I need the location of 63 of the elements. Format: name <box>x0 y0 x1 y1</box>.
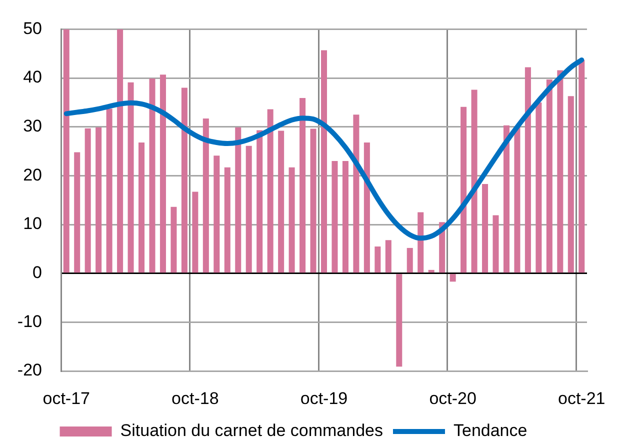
bar <box>63 29 70 273</box>
bar <box>235 127 242 273</box>
bar <box>96 127 102 273</box>
y-tick-label: -20 <box>17 360 42 380</box>
bar <box>288 167 295 273</box>
y-tick-label: 30 <box>23 116 42 136</box>
bar <box>278 130 284 273</box>
bar <box>342 161 348 273</box>
bar <box>450 274 456 282</box>
legend-label: Tendance <box>453 421 528 440</box>
bar <box>332 161 338 273</box>
bar <box>160 74 166 273</box>
bar <box>385 240 392 273</box>
bar <box>546 79 552 273</box>
x-tick-label: oct-20 <box>429 388 476 408</box>
bar <box>202 118 209 273</box>
bar <box>128 82 134 273</box>
y-tick-label: 20 <box>23 165 42 184</box>
bar <box>181 88 188 273</box>
bar <box>536 102 542 273</box>
bar <box>149 78 156 273</box>
x-tick-label: oct-19 <box>300 388 348 408</box>
bar <box>406 248 413 273</box>
bar <box>267 109 274 273</box>
bar <box>418 212 424 273</box>
bar <box>428 270 434 273</box>
y-tick-label: 10 <box>23 214 42 234</box>
bar <box>578 60 585 273</box>
x-tick-label: oct-21 <box>558 388 606 408</box>
y-tick-label: 0 <box>32 263 42 282</box>
bar <box>374 246 381 273</box>
bar <box>106 108 112 273</box>
bar <box>396 274 402 367</box>
legend-label: Situation du carnet de commandes <box>120 421 383 440</box>
bar <box>192 192 198 273</box>
bar <box>246 146 252 273</box>
bar <box>84 128 91 273</box>
bar <box>503 125 510 273</box>
bar <box>524 67 531 273</box>
bar <box>320 50 328 273</box>
x-tick-label: oct-17 <box>42 388 90 408</box>
bar <box>557 70 564 273</box>
y-tick-label: -10 <box>17 312 42 331</box>
bar <box>514 126 520 273</box>
bar <box>256 130 263 273</box>
bar <box>568 96 574 273</box>
bar <box>353 114 360 273</box>
bar <box>224 167 230 273</box>
bar <box>492 215 499 273</box>
bar <box>138 142 145 273</box>
bar <box>214 156 220 273</box>
bar <box>460 106 467 273</box>
bar <box>310 128 316 273</box>
x-tick-label: oct-18 <box>172 388 219 408</box>
bar <box>471 90 478 273</box>
y-tick-label: 40 <box>23 68 42 87</box>
bar <box>482 184 488 273</box>
bar <box>300 98 306 273</box>
bar <box>74 152 80 273</box>
bar <box>117 29 124 273</box>
y-tick-label: 50 <box>23 18 42 38</box>
bar <box>170 206 177 273</box>
bar <box>364 142 370 273</box>
